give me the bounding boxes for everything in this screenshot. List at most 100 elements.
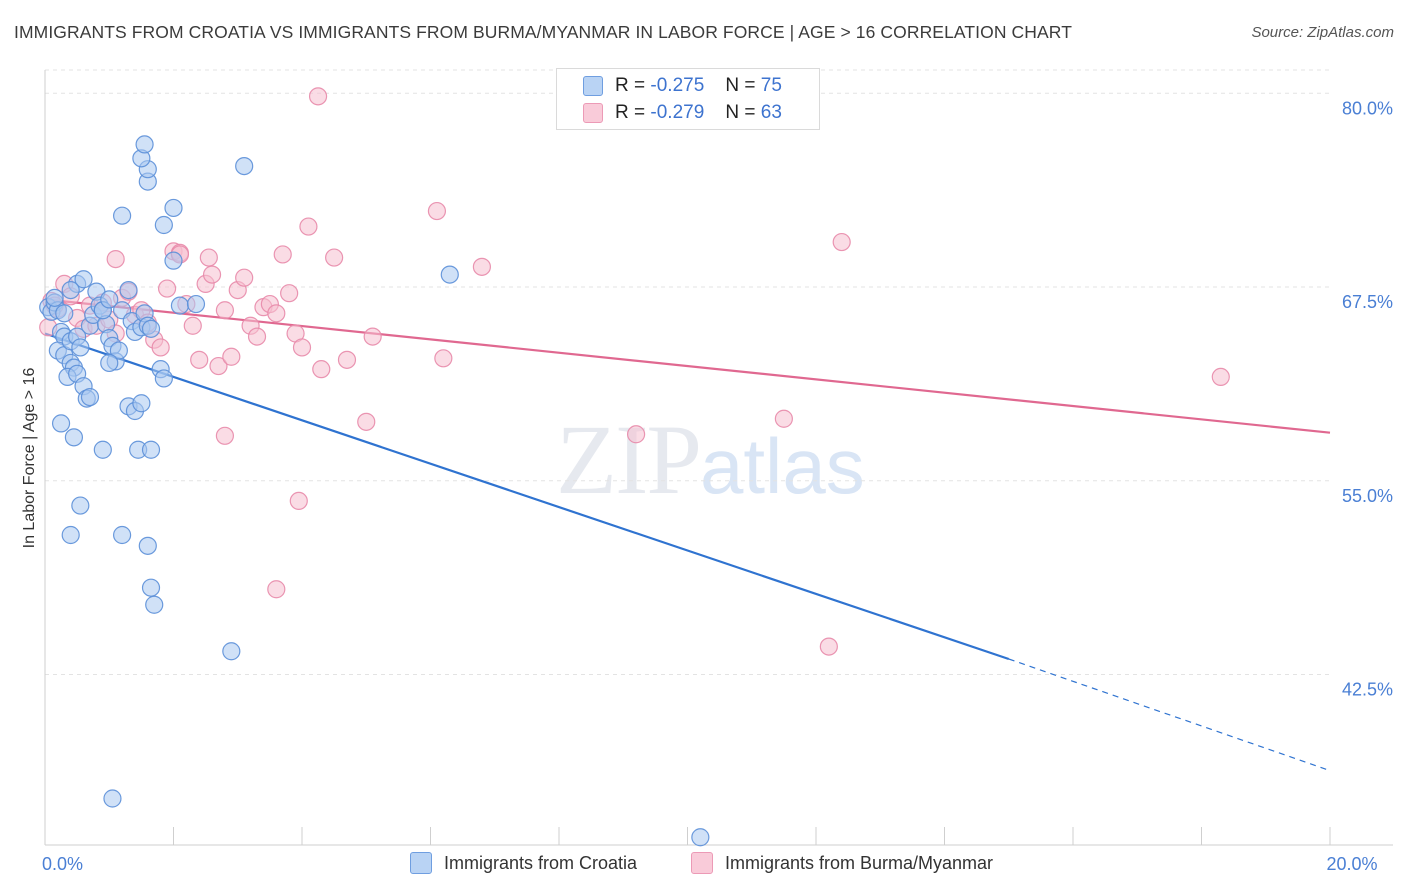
point-croatia xyxy=(100,290,119,309)
point-croatia xyxy=(103,789,122,808)
point-croatia xyxy=(64,428,84,447)
point-croatia xyxy=(51,414,71,433)
burma-legend-swatch xyxy=(691,852,713,874)
trend-extension-croatia xyxy=(1008,658,1331,772)
point-croatia xyxy=(691,828,710,847)
point-burma xyxy=(289,491,308,510)
point-burma xyxy=(308,87,328,106)
point-burma xyxy=(202,265,222,284)
burma-legend-label: Immigrants from Burma/Myanmar xyxy=(725,853,994,873)
y-tick-label: 67.5% xyxy=(1342,292,1393,312)
point-burma xyxy=(312,360,331,379)
croatia-legend-label: Immigrants from Croatia xyxy=(444,853,638,873)
n-label: N = xyxy=(725,75,756,96)
point-burma xyxy=(267,580,286,599)
point-croatia xyxy=(154,369,173,388)
chart-title: IMMIGRANTS FROM CROATIA VS IMMIGRANTS FR… xyxy=(14,22,1073,42)
point-croatia xyxy=(100,353,119,373)
point-croatia xyxy=(112,206,132,225)
point-croatia xyxy=(61,281,80,300)
trend-lines xyxy=(44,298,1331,772)
point-burma xyxy=(325,248,344,267)
point-burma xyxy=(357,412,376,431)
x-tick-label: 0.0% xyxy=(42,854,83,874)
point-burma xyxy=(157,279,177,298)
point-croatia xyxy=(71,496,90,515)
y-tick-label: 42.5% xyxy=(1342,680,1393,700)
r-label: R = xyxy=(615,102,646,123)
legend-text-croatia: R = -0.275 N = 75 xyxy=(615,75,782,97)
point-croatia xyxy=(61,525,80,545)
r-label: R = xyxy=(615,75,646,96)
point-croatia xyxy=(71,338,90,357)
source-label: Source: ZipAtlas.com xyxy=(1251,24,1394,41)
point-croatia xyxy=(154,215,173,235)
point-burma xyxy=(199,248,218,267)
point-burma xyxy=(427,201,447,221)
point-croatia xyxy=(222,642,241,661)
r-value-croatia: -0.275 xyxy=(650,75,705,96)
tick-labels: 42.5% 55.0% 67.5% 80.0% 0.0% 20.0% xyxy=(42,98,1393,874)
point-croatia xyxy=(132,394,151,413)
point-croatia xyxy=(440,265,459,284)
point-burma xyxy=(299,217,318,236)
trend-line-croatia xyxy=(44,332,1010,661)
point-croatia xyxy=(80,387,100,407)
correlation-legend: R = -0.275 N = 75 R = -0.279 N = 63 xyxy=(556,68,820,130)
point-burma xyxy=(292,338,312,357)
point-burma xyxy=(337,350,357,369)
point-croatia xyxy=(112,525,132,545)
point-croatia xyxy=(164,198,183,218)
trend-line-burma xyxy=(44,298,1331,434)
point-burma xyxy=(363,327,382,346)
point-burma xyxy=(273,245,292,264)
point-croatia xyxy=(141,578,161,597)
point-burma xyxy=(215,301,234,320)
n-value-burma: 63 xyxy=(760,102,782,123)
point-burma xyxy=(151,338,170,357)
point-croatia xyxy=(170,296,190,315)
point-croatia xyxy=(55,304,74,323)
axes xyxy=(44,70,1393,846)
x-tick-label: 20.0% xyxy=(1326,854,1377,874)
point-burma xyxy=(267,304,286,323)
point-croatia xyxy=(93,440,112,459)
point-croatia xyxy=(138,536,157,555)
point-burma xyxy=(472,257,491,276)
point-croatia xyxy=(74,270,93,289)
point-croatia xyxy=(186,294,206,314)
r-value-burma: -0.279 xyxy=(650,102,705,123)
point-burma xyxy=(434,349,453,368)
data-points xyxy=(39,87,1230,847)
burma-swatch xyxy=(583,103,603,123)
point-croatia xyxy=(141,440,161,459)
y-tick-label: 80.0% xyxy=(1342,98,1393,118)
point-burma xyxy=(215,426,234,445)
croatia-legend-swatch xyxy=(410,852,432,874)
croatia-swatch xyxy=(583,76,603,96)
n-label: N = xyxy=(725,102,756,123)
point-burma xyxy=(247,327,267,346)
point-croatia xyxy=(45,288,64,307)
point-burma xyxy=(222,347,241,366)
point-burma xyxy=(774,409,793,428)
point-croatia xyxy=(145,595,164,614)
point-burma xyxy=(106,250,125,269)
point-croatia xyxy=(119,281,138,300)
point-burma xyxy=(1211,367,1230,386)
point-burma xyxy=(235,268,254,287)
point-croatia xyxy=(135,135,154,154)
point-burma xyxy=(819,637,838,656)
point-croatia xyxy=(141,319,161,338)
point-burma xyxy=(190,350,209,369)
point-burma xyxy=(832,232,851,252)
point-croatia xyxy=(235,157,254,176)
point-burma xyxy=(209,356,228,376)
point-burma xyxy=(280,284,299,303)
point-croatia xyxy=(164,251,183,270)
n-value-croatia: 75 xyxy=(760,75,782,96)
legend-text-burma: R = -0.279 N = 63 xyxy=(615,102,782,124)
point-croatia xyxy=(109,341,128,360)
point-burma xyxy=(626,425,646,444)
